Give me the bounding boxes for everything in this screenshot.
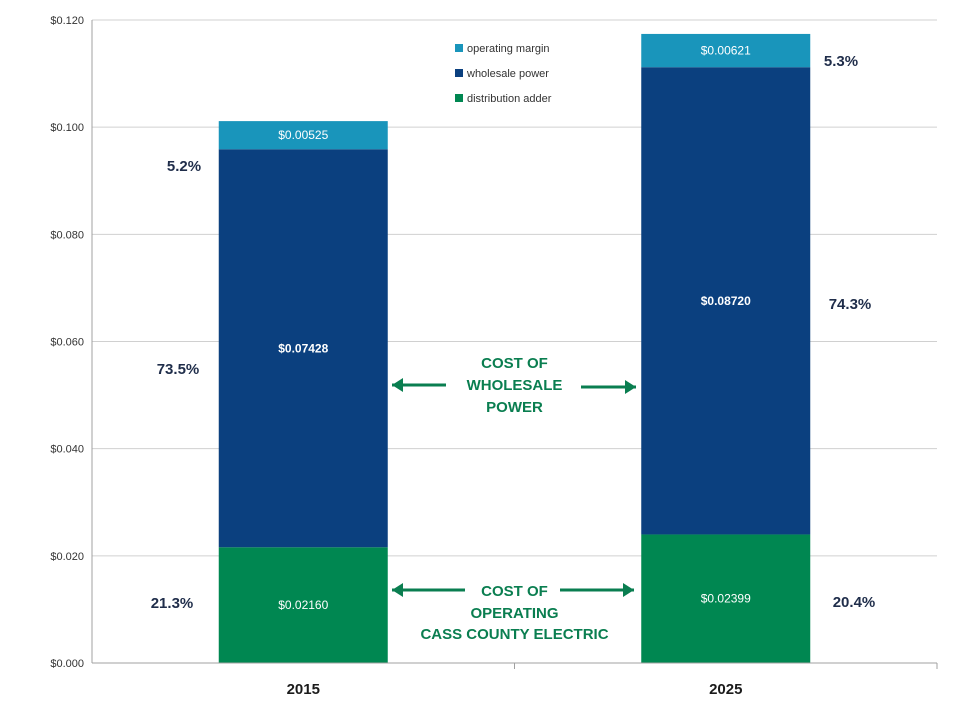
bar-operating-margin-2025: [641, 33, 811, 68]
y-axis: $0.000 $0.020 $0.040 $0.060 $0.080 $0.100 $0.1…: [50, 15, 93, 670]
percent-label: 74.3%: [829, 296, 872, 313]
bar-value-label: $0.08720: [701, 294, 751, 308]
legend-swatch: [455, 69, 463, 77]
legend: operating margin wholesale power distribut…: [455, 43, 552, 105]
bar-value-label: $0.02399: [701, 592, 751, 606]
percent-label: 5.3%: [824, 53, 858, 70]
arrow-head: [623, 583, 634, 597]
y-tick-label: $0.120: [50, 15, 84, 27]
y-tick-label: $0.000: [50, 658, 84, 670]
annotation-wholesale-line: POWER: [486, 399, 543, 416]
percent-label: 5.2%: [167, 158, 201, 175]
percentage-labels: 5.2% 73.5% 21.3% 5.3% 74.3% 20.4%: [151, 53, 876, 612]
bar-operating-margin-2015: [218, 121, 388, 150]
bar-value-label: $0.00621: [701, 44, 751, 58]
percent-label: 73.5%: [157, 361, 200, 378]
x-category-label: 2015: [287, 681, 320, 698]
bar-distribution-adder-2025: [641, 534, 811, 663]
percent-label: 20.4%: [833, 594, 876, 611]
legend-label: wholesale power: [466, 68, 549, 80]
annotation-operating-line: CASS COUNTY ELECTRIC: [420, 626, 608, 643]
bar-wholesale-power-2025: [641, 67, 811, 535]
bar-value-label: $0.00525: [278, 128, 328, 142]
annotation-operating-line: OPERATING: [470, 605, 558, 622]
legend-label: operating margin: [467, 43, 550, 55]
y-tick-label: $0.080: [50, 229, 84, 241]
x-axis: 2015 2025: [92, 662, 938, 698]
y-tick-label: $0.040: [50, 444, 84, 456]
bar-value-label: $0.07428: [278, 341, 328, 355]
bars: $0.02160 $0.07428 $0.00525 $0.02399 $0.08720…: [218, 33, 811, 663]
y-tick-label: $0.100: [50, 122, 84, 134]
arrow-head: [392, 583, 403, 597]
annotation-operating-line: COST OF: [481, 583, 548, 600]
percent-label: 21.3%: [151, 595, 194, 612]
legend-swatch: [455, 44, 463, 52]
legend-label: distribution adder: [467, 93, 552, 105]
bar-value-label: $0.02160: [278, 598, 328, 612]
x-category-label: 2025: [709, 681, 742, 698]
bar-wholesale-power-2015: [218, 149, 388, 548]
annotations: COST OF WHOLESALE POWER COST OF OPERATING CAS…: [392, 355, 636, 643]
arrow-head: [625, 380, 636, 394]
annotation-wholesale-line: COST OF: [481, 355, 548, 372]
arrow-head: [392, 378, 403, 392]
bar-distribution-adder-2015: [218, 547, 388, 663]
legend-swatch: [455, 94, 463, 102]
annotation-wholesale-line: WHOLESALE: [467, 377, 563, 394]
y-tick-label: $0.020: [50, 551, 84, 563]
y-tick-label: $0.060: [50, 337, 84, 349]
